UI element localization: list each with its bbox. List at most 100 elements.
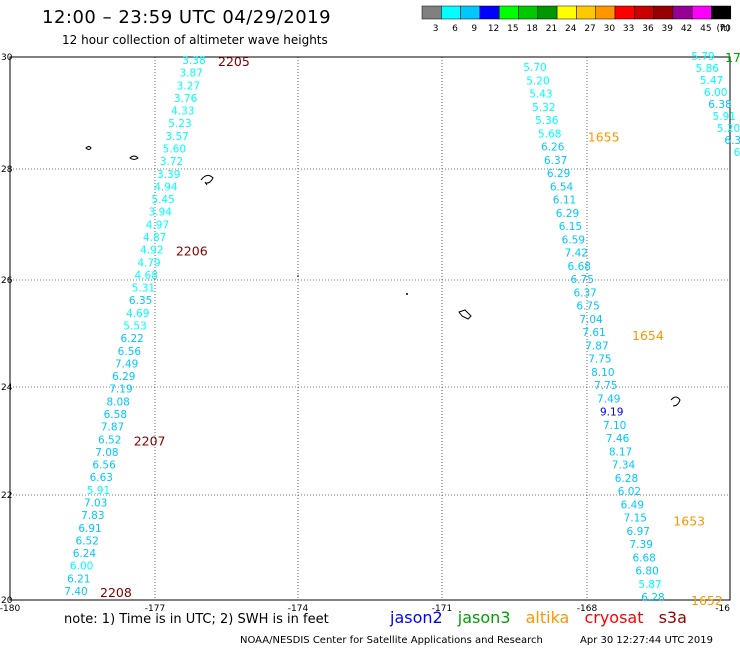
latitude-tick-label: 30 [1, 53, 13, 63]
wave-height-value: 6.00 [70, 561, 93, 573]
wave-height-value: 5.31 [132, 283, 155, 295]
wave-height-value: 6.68 [632, 552, 655, 564]
legend-bin-label: 24 [565, 24, 577, 34]
wave-height-value: 7.75 [588, 354, 611, 366]
wave-height-value: 6.28 [641, 592, 664, 604]
map-frame [9, 56, 731, 601]
latitude-tick-label: 20 [1, 596, 13, 606]
wave-height-value: 4.33 [171, 106, 194, 118]
longitude-tick-label: -174 [288, 604, 309, 614]
wave-height-value: 5.36 [535, 115, 559, 127]
legend-bin-label: 6 [452, 24, 458, 34]
island-outline [670, 396, 681, 407]
wave-height-value: 4.94 [154, 181, 178, 193]
wave-height-value: 5.20 [526, 75, 549, 87]
wave-height-value: 6.68 [568, 261, 591, 273]
wave-height-value: 5.91 [87, 485, 110, 497]
pass-time-label: 2206 [176, 244, 208, 259]
wave-height-value: 6 [734, 147, 740, 159]
wave-height-value: 7.87 [101, 422, 124, 434]
generated-timestamp: Apr 30 12:27:44 UTC 2019 [580, 635, 713, 646]
wave-height-value: 5.45 [151, 194, 174, 206]
wave-height-value: 6.56 [118, 346, 142, 358]
wave-height-value: 3.57 [165, 131, 188, 143]
wave-height-value: 5.91 [713, 111, 736, 123]
wave-height-value: 5.68 [538, 128, 561, 140]
wave-height-value: 7.03 [84, 498, 107, 510]
wave-height-value: 7.49 [597, 393, 620, 405]
wave-height-value: 9.19 [600, 407, 623, 419]
wave-height-value: 6.49 [621, 499, 644, 511]
wave-height-value: 5.20 [717, 123, 740, 135]
legend-bin-label: 36 [642, 24, 654, 34]
wave-height-value: 6.54 [550, 181, 574, 193]
wave-height-value: 5.87 [638, 579, 661, 591]
satellite-cryosat-label: cryosat [584, 608, 644, 627]
latitude-tick-label: 28 [1, 165, 13, 175]
legend-bin-label: 30 [604, 24, 616, 34]
legend-bin-label: 39 [662, 24, 674, 34]
wave-height-value: 5.47 [700, 75, 723, 87]
legend-swatch [711, 5, 732, 20]
units-note: note: 1) Time is in UTC; 2) SWH is in fe… [64, 612, 329, 627]
wave-height-value: 7.49 [115, 358, 138, 370]
wave-height-value: 5.86 [696, 63, 720, 75]
wave-height-value: 3.39 [157, 169, 180, 181]
legend-bin-label: 9 [471, 24, 477, 34]
page-subtitle: 12 hour collection of altimeter wave hei… [62, 33, 328, 47]
satellite-jason2-label: jason2 [390, 608, 443, 627]
wave-height-value: 3.87 [179, 68, 202, 80]
wave-height-value: 7.40 [64, 586, 87, 598]
wave-height-value: 7.10 [603, 420, 626, 432]
wave-height-value: 6.26 [541, 142, 565, 154]
wave-height-value: 3.94 [149, 207, 173, 219]
wave-height-value: 7.04 [579, 314, 603, 326]
island-outline [85, 146, 92, 150]
wave-height-value: 7.42 [565, 248, 588, 260]
latitude-tick-label: 26 [1, 276, 13, 286]
legend-bin-label: 21 [546, 24, 557, 34]
longitude-tick-label: -16 [715, 604, 730, 614]
legend-bin-label: 12 [488, 24, 499, 34]
latitude-tick-label: 22 [1, 491, 12, 501]
pass-time-label: 2207 [134, 433, 166, 448]
wave-height-value: 7.15 [624, 513, 647, 525]
island-dot [406, 293, 408, 295]
wave-height-value: 6.52 [76, 535, 99, 547]
wave-height-value: 7.61 [582, 327, 605, 339]
wave-height-value: 6.91 [78, 523, 101, 535]
wave-height-value: 6.80 [635, 566, 658, 578]
wave-height-value: 6.75 [571, 274, 594, 286]
wave-height-value: 8.17 [609, 446, 632, 458]
page-title: 12:00 – 23:59 UTC 04/29/2019 [42, 7, 332, 28]
wave-height-value: 6.37 [573, 287, 596, 299]
wave-height-value: 4.92 [140, 245, 163, 257]
wave-height-value: 6.29 [556, 208, 579, 220]
wave-height-value: 7.46 [606, 433, 630, 445]
island-outline [129, 155, 139, 160]
legend-unit-label: (ft) [716, 24, 730, 34]
wave-height-value: 3.27 [177, 80, 200, 92]
wave-height-value: 6.00 [704, 87, 727, 99]
wave-height-value: 5.23 [168, 118, 191, 130]
wave-height-color-legend: 3 6 9 12 15 18 21 24 27 30 33 36 39 42 45 70(ft) [421, 5, 732, 34]
wave-height-value: 5.60 [163, 144, 186, 156]
wave-height-value: 4.87 [143, 232, 166, 244]
wave-height-value: 7.39 [630, 539, 653, 551]
longitude-tick-label: -180 [0, 604, 20, 614]
island-outline [458, 309, 472, 320]
wave-height-value: 8.08 [106, 396, 129, 408]
wave-height-value: 6.56 [92, 460, 116, 472]
wave-height-value: 7.75 [594, 380, 617, 392]
pass-time-label: 1655 [588, 129, 620, 144]
wave-height-value: 6.37 [544, 155, 567, 167]
wave-height-value: 4.68 [135, 270, 158, 282]
wave-height-value: 4.97 [146, 219, 169, 231]
wave-height-value: 6.29 [112, 371, 135, 383]
wave-height-value: 6.75 [576, 301, 599, 313]
wave-height-value: 6.22 [120, 333, 143, 345]
wave-height-value: 8.10 [591, 367, 614, 379]
wave-height-value: 6.59 [562, 234, 585, 246]
wave-height-value: 6.97 [627, 526, 650, 538]
